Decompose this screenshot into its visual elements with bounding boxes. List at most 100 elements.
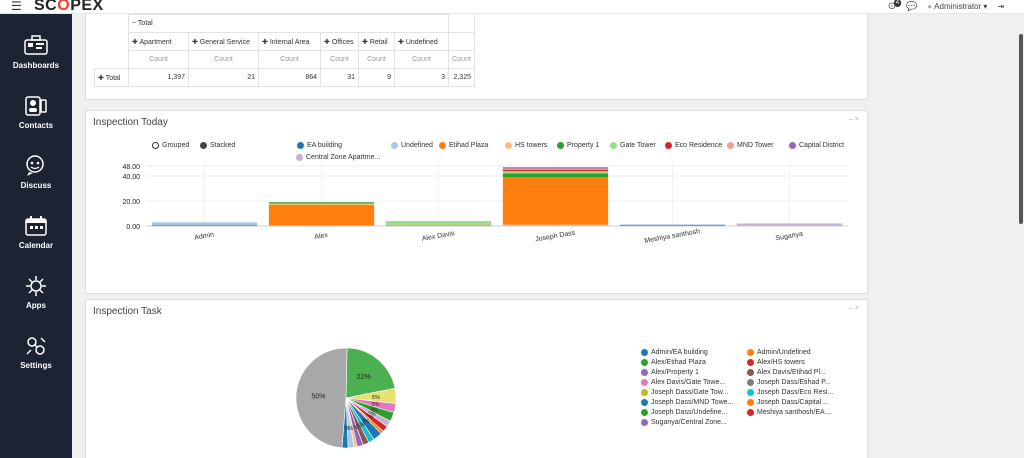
pivot-row-header[interactable]: ✚ Total	[94, 68, 129, 87]
pivot-cell[interactable]: 2,325	[448, 68, 475, 87]
legend-item[interactable]: Eco Residence	[665, 142, 722, 149]
col-label: Offices	[331, 38, 354, 46]
legend-item[interactable]: Meshiya santhosh/EA ...	[747, 409, 832, 416]
stacked-toggle[interactable]: Stacked	[200, 142, 235, 149]
legend-item[interactable]: Joseph Dass/Gate Tow...	[641, 389, 728, 396]
pivot-table: − Total ✚ Apartment ✚ General Service ✚ …	[94, 14, 475, 87]
legend-item[interactable]: HS towers	[505, 142, 547, 149]
sidebar-item-dashboards[interactable]: Dashboards	[0, 34, 72, 70]
discuss-icon	[26, 155, 44, 176]
pie-slice-label: 22%	[357, 374, 371, 381]
panel-title: Inspection Task	[93, 306, 162, 317]
legend-dot-icon	[641, 409, 648, 416]
stacked-label: Stacked	[210, 142, 236, 149]
col-label: Retail	[369, 38, 388, 46]
sidebar-item-contacts[interactable]: Contacts	[0, 94, 72, 130]
legend-item[interactable]: Joseph Dass/Capital ...	[747, 399, 829, 406]
legend-item[interactable]: Joseph Dass/Eco Resi...	[747, 389, 833, 396]
legend-item[interactable]: MND Tower	[727, 142, 773, 149]
bar-segment	[619, 224, 726, 226]
legend-label: EA building	[307, 142, 343, 149]
sidebar-item-calendar[interactable]: Calendar	[0, 214, 72, 250]
bar-segment	[736, 223, 843, 226]
scrollbar-thumb[interactable]	[1019, 34, 1023, 224]
legend-item[interactable]: EA building	[297, 142, 342, 149]
legend-label: Admin/Undefined	[757, 349, 811, 356]
legend-item[interactable]: Capital District	[789, 142, 844, 149]
panel-controls[interactable]: – ×	[849, 116, 859, 123]
legend-item[interactable]: Central Zone Apartme...	[296, 154, 380, 161]
legend-dot-icon	[747, 349, 754, 356]
bar-segment	[502, 167, 609, 169]
pivot-total-header[interactable]: − Total	[128, 14, 449, 33]
sidebar-item-discuss[interactable]: Discuss	[0, 154, 72, 190]
y-tick-label: 0.00	[126, 224, 140, 231]
pivot-cell[interactable]: 3	[394, 68, 449, 87]
pie-slice-label: 2%	[366, 415, 374, 421]
legend-item[interactable]: Etihad Plaza	[439, 142, 488, 149]
pivot-col-header[interactable]: ✚ Retail	[358, 32, 395, 51]
sidebar-item-label: Calendar	[18, 241, 54, 250]
legend-item[interactable]: Alex Davis/Gate Towe...	[641, 379, 725, 386]
calendar-icon	[25, 216, 47, 236]
legend-item[interactable]: Alex/Etihad Plaza	[641, 359, 706, 366]
legend-dot-icon	[665, 142, 672, 149]
sidebar-item-label: Dashboards	[12, 61, 60, 70]
pivot-col-header[interactable]: ✚ Offices	[320, 32, 359, 51]
legend-dot-icon	[747, 399, 754, 406]
legend-dot-icon	[505, 142, 512, 149]
col-label: Apartment	[139, 38, 172, 46]
col-label: Internal Area	[269, 38, 310, 46]
legend-item[interactable]: Alex Davis/Etihad Pl...	[747, 369, 826, 376]
app-logo[interactable]: SCOPEX	[34, 0, 104, 14]
pivot-col-header[interactable]: ✚ General Service	[188, 32, 259, 51]
user-avatar-icon: ●	[927, 2, 933, 11]
pivot-cell[interactable]: 9	[358, 68, 395, 87]
grouped-toggle[interactable]: Grouped	[152, 142, 189, 149]
contacts-icon	[25, 96, 47, 116]
chat-icon[interactable]: 💬	[906, 1, 918, 11]
pie-slice-label: 3%	[371, 402, 379, 408]
pivot-col-header[interactable]: ✚ Apartment	[128, 32, 189, 51]
pivot-cell[interactable]: 31	[320, 68, 359, 87]
pivot-cell[interactable]: 21	[188, 68, 259, 87]
collapse-icon[interactable]: −	[132, 20, 137, 27]
legend-item[interactable]: Joseph Dass/MND Towe...	[641, 399, 733, 406]
measure-label: Count	[258, 50, 321, 69]
sidebar-item-settings[interactable]: Settings	[0, 334, 72, 370]
legend-item[interactable]: Alex/Property 1	[641, 369, 699, 376]
legend-item[interactable]: Suganya/Central Zone...	[641, 419, 727, 426]
legend-dot-icon	[641, 399, 648, 406]
sidebar-item-label: Settings	[20, 361, 52, 370]
legend-label: Capital District	[799, 142, 845, 149]
pie-slice[interactable]	[295, 347, 348, 449]
legend-item[interactable]: Gate Tower	[610, 142, 656, 149]
legend-item[interactable]: Undefined	[391, 142, 433, 149]
pivot-col-header[interactable]: ✚ Undefined	[394, 32, 449, 51]
legend-item[interactable]: Joseph Dass/Undefine...	[641, 409, 727, 416]
menu-toggle-icon[interactable]: ☰	[11, 0, 22, 13]
activity-button[interactable]: ⊙ 4	[888, 0, 902, 12]
pivot-cell[interactable]: 1,397	[128, 68, 189, 87]
pivot-cell[interactable]: 864	[258, 68, 321, 87]
legend-item[interactable]: Joseph Dass/Etihad P...	[747, 379, 831, 386]
inspection-task-panel: Inspection Task – × 22% 5% 3% 3% 2% 2% 3% 2% 2% 2…	[85, 299, 868, 458]
legend-item[interactable]: Alex/HS towers	[747, 359, 805, 366]
legend-item[interactable]: Property 1	[557, 142, 599, 149]
bar-segment	[151, 222, 258, 225]
x-tick-label: Meshiya santhosh	[644, 228, 701, 245]
legend-dot-icon	[641, 379, 648, 386]
pivot-col-header[interactable]: ✚ Internal Area	[258, 32, 321, 51]
user-menu[interactable]: ● Administrator ▾	[927, 2, 987, 11]
legend-item[interactable]: Admin/EA building	[641, 349, 708, 356]
page-scrollbar[interactable]	[1018, 14, 1024, 458]
legend-item[interactable]: Admin/Undefined	[747, 349, 811, 356]
sidebar-item-apps[interactable]: Apps	[0, 274, 72, 310]
logout-icon[interactable]: ⇥	[997, 2, 1004, 11]
pie-slice[interactable]	[345, 347, 396, 399]
pie-slice-label: 2%	[357, 422, 365, 428]
panel-controls[interactable]: – ×	[849, 305, 859, 312]
legend-dot-icon	[610, 142, 617, 149]
sidebar-item-label: Apps	[26, 301, 46, 310]
user-name: Administrator	[934, 2, 982, 11]
